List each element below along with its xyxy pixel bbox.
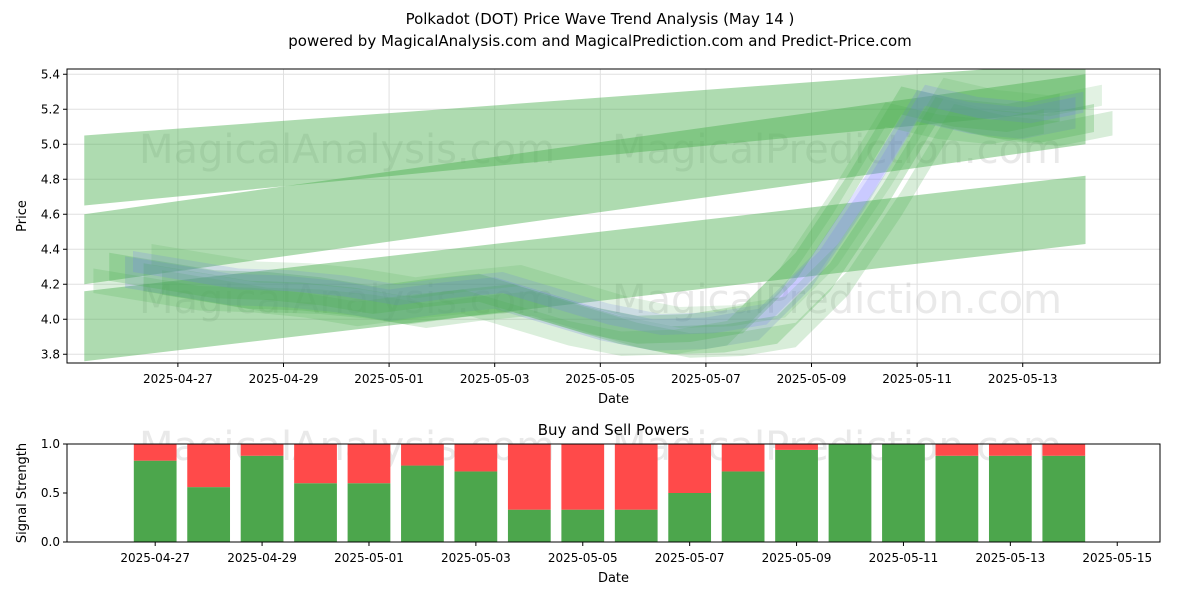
wave-band — [133, 84, 1084, 335]
y-axis-label: Signal Strength — [15, 443, 30, 543]
x-tick-label: 2025-04-27 — [120, 551, 190, 565]
x-tick-label: 2025-05-13 — [988, 372, 1058, 386]
buy-bar — [721, 471, 765, 542]
sell-bar — [988, 444, 1032, 456]
sell-bar — [721, 444, 765, 472]
buy-bar — [454, 471, 498, 542]
x-tick-label: 2025-05-09 — [762, 551, 832, 565]
y-tick-label: 4.0 — [41, 312, 60, 326]
y-tick-label: 1.0 — [41, 437, 60, 451]
sell-bar — [347, 444, 391, 484]
trend-band — [84, 74, 1086, 285]
x-tick-label: 2025-04-29 — [249, 372, 319, 386]
buy-bar — [347, 483, 391, 542]
wave-band — [125, 90, 1076, 351]
sell-bar — [507, 444, 551, 510]
sell-bar — [614, 444, 658, 510]
buy-bar — [882, 444, 925, 542]
buy-bar — [988, 455, 1032, 542]
buy-bar — [775, 449, 818, 542]
buy-bar — [935, 455, 979, 542]
watermark-text: MagicalPrediction.com — [612, 277, 1062, 323]
sell-bar — [294, 444, 337, 484]
buy-bar — [133, 460, 177, 542]
wave-band — [143, 97, 1094, 355]
x-tick-label: 2025-05-01 — [354, 372, 424, 386]
trend-band — [84, 69, 1086, 206]
x-tick-label: 2025-05-07 — [671, 372, 741, 386]
plot-frame — [66, 443, 1161, 543]
x-axis-label: Date — [598, 571, 629, 586]
y-tick-label: 4.6 — [41, 207, 60, 221]
wave-band — [151, 77, 1102, 328]
sell-bar — [401, 444, 444, 466]
buy-bar — [401, 465, 444, 542]
y-tick-label: 4.2 — [41, 277, 60, 291]
watermark-text: MagicalAnalysis.com — [139, 277, 555, 323]
sell-bar — [775, 444, 818, 450]
x-tick-label: 2025-05-07 — [655, 551, 725, 565]
x-tick-label: 2025-04-27 — [143, 372, 213, 386]
y-tick-label: 4.4 — [41, 242, 60, 256]
x-tick-label: 2025-05-15 — [1082, 551, 1152, 565]
watermark-text: MagicalPrediction.com — [612, 127, 1062, 173]
sell-bar — [187, 444, 231, 488]
chart-subtitle: powered by MagicalAnalysis.com and Magic… — [288, 32, 912, 50]
y-tick-label: 4.8 — [41, 172, 60, 186]
x-tick-label: 2025-05-13 — [975, 551, 1045, 565]
sell-bar — [454, 444, 498, 472]
buy-bar — [1042, 455, 1086, 542]
y-tick-label: 5.2 — [41, 102, 60, 116]
chart-title: Polkadot (DOT) Price Wave Trend Analysis… — [405, 10, 795, 28]
buy-bar — [614, 509, 658, 542]
y-tick-label: 0.0 — [41, 535, 60, 549]
sell-bar — [133, 444, 177, 461]
x-tick-label: 2025-05-05 — [565, 372, 635, 386]
buy-bar — [561, 509, 605, 542]
buy-bar — [294, 483, 337, 542]
wave-band — [93, 102, 1044, 356]
buy-bar — [668, 493, 712, 542]
sell-bar — [240, 444, 284, 456]
y-tick-label: 5.4 — [41, 67, 60, 81]
y-tick-label: 0.5 — [41, 486, 60, 500]
sell-bar — [561, 444, 605, 510]
x-tick-label: 2025-05-05 — [548, 551, 618, 565]
trend-band — [84, 175, 1086, 362]
x-tick-label: 2025-05-01 — [334, 551, 404, 565]
x-axis-label: Date — [598, 392, 629, 407]
x-tick-label: 2025-05-11 — [869, 551, 939, 565]
buy-bar — [828, 444, 872, 542]
wave-band — [109, 86, 1060, 344]
subplot-title: Buy and Sell Powers — [538, 421, 690, 439]
x-tick-label: 2025-04-29 — [227, 551, 297, 565]
sell-bar — [668, 444, 712, 493]
plot-frame — [66, 68, 1161, 364]
sell-bar — [1042, 444, 1086, 456]
x-tick-label: 2025-05-09 — [777, 372, 847, 386]
watermark-text: MagicalAnalysis.com — [139, 127, 555, 173]
y-tick-label: 5.0 — [41, 137, 60, 151]
x-tick-label: 2025-05-11 — [882, 372, 952, 386]
buy-bar — [240, 455, 284, 542]
buy-bar — [187, 487, 231, 542]
x-tick-label: 2025-05-03 — [460, 372, 530, 386]
plot-area — [84, 69, 1113, 362]
buy-bar — [507, 509, 551, 542]
x-tick-label: 2025-05-03 — [441, 551, 511, 565]
wave-band — [162, 104, 1113, 358]
sell-bar — [935, 444, 979, 456]
y-tick-label: 3.8 — [41, 347, 60, 361]
y-axis-label: Price — [15, 200, 30, 232]
